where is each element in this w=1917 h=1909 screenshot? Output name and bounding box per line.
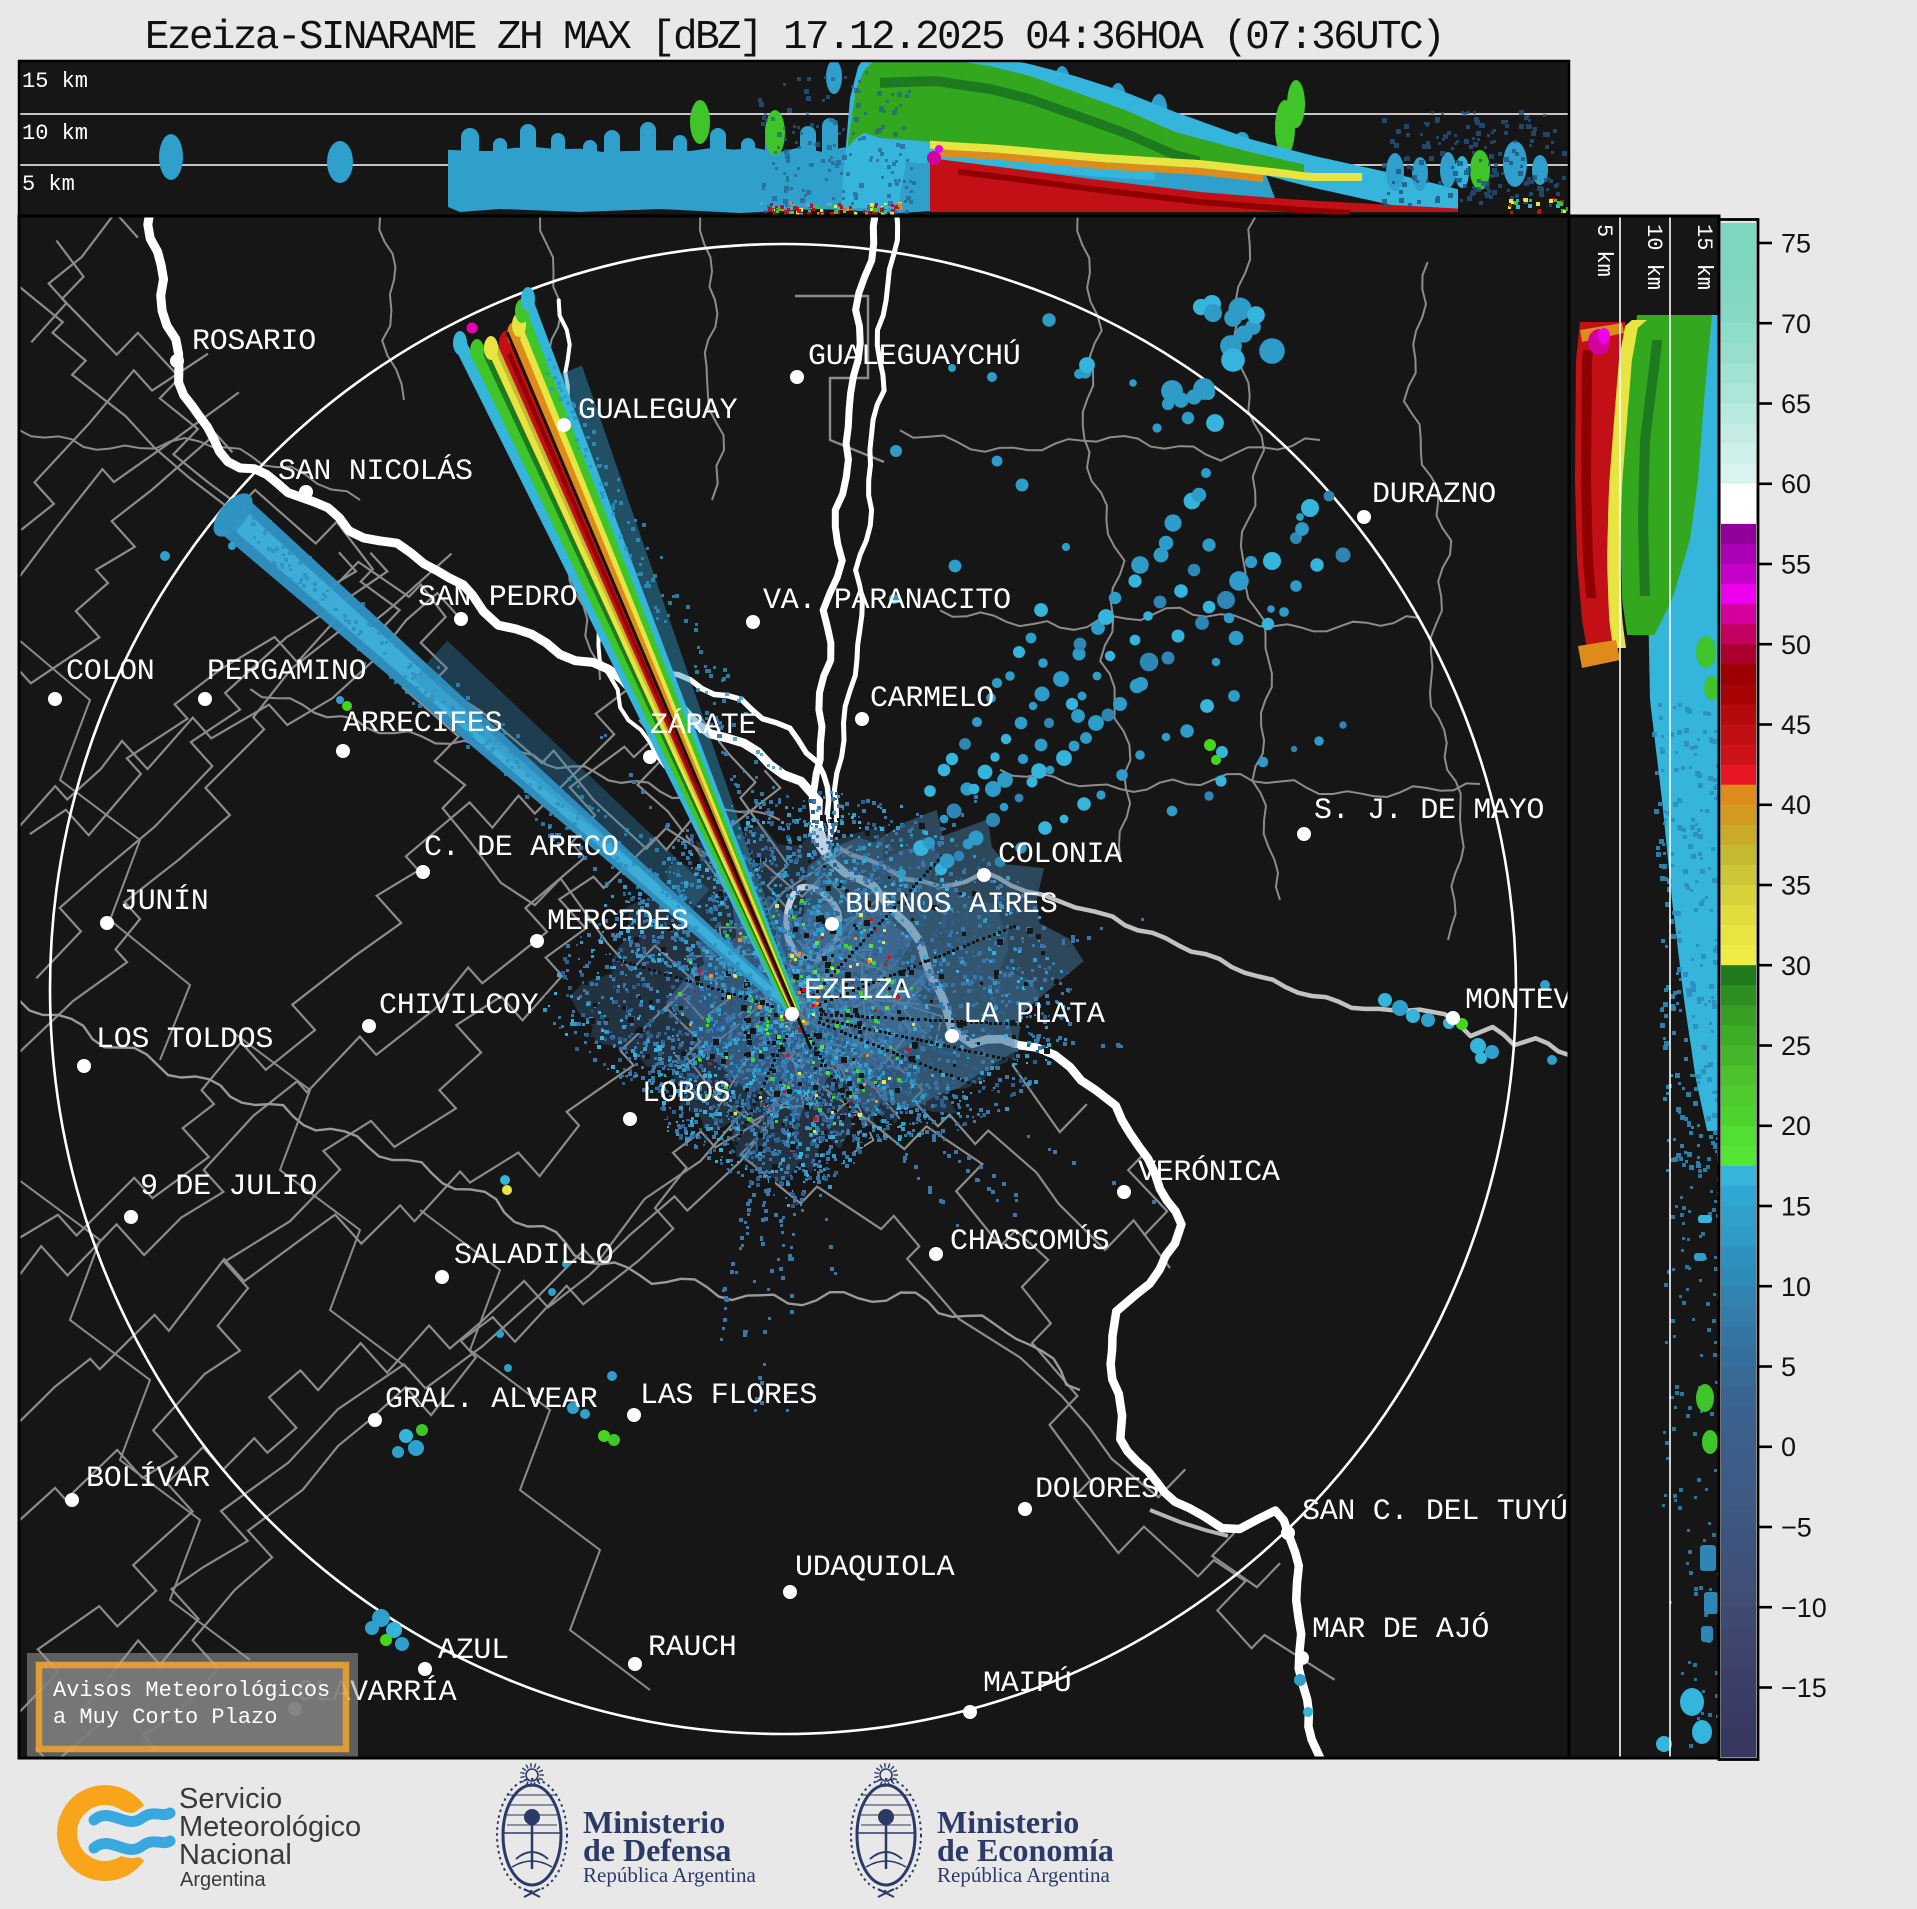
svg-text:5 km: 5 km bbox=[1591, 224, 1616, 277]
svg-text:MAR DE AJÓ: MAR DE AJÓ bbox=[1312, 1612, 1489, 1647]
svg-text:5: 5 bbox=[1781, 1352, 1796, 1382]
svg-text:Avisos Meteorológicos: Avisos Meteorológicos bbox=[53, 1678, 330, 1703]
svg-text:Meteorológico: Meteorológico bbox=[179, 1811, 361, 1843]
svg-text:S. J. DE MAYO: S. J. DE MAYO bbox=[1314, 794, 1544, 828]
svg-text:Ministerio: Ministerio bbox=[583, 1804, 725, 1840]
svg-text:−15: −15 bbox=[1781, 1673, 1827, 1703]
svg-text:Argentina: Argentina bbox=[180, 1869, 266, 1891]
svg-text:20: 20 bbox=[1781, 1111, 1811, 1141]
svg-text:5 km: 5 km bbox=[22, 172, 75, 197]
svg-text:República Argentina: República Argentina bbox=[583, 1863, 756, 1887]
svg-text:SAN PEDRO: SAN PEDRO bbox=[418, 581, 577, 615]
svg-text:30: 30 bbox=[1781, 951, 1811, 981]
svg-text:CHASCOMÚS: CHASCOMÚS bbox=[950, 1224, 1109, 1259]
svg-text:ARRECIFES: ARRECIFES bbox=[343, 707, 502, 741]
svg-text:ROSARIO: ROSARIO bbox=[192, 325, 316, 359]
svg-text:de Economía: de Economía bbox=[937, 1832, 1114, 1868]
svg-text:JUNÍN: JUNÍN bbox=[120, 884, 209, 919]
svg-text:UDAQUIOLA: UDAQUIOLA bbox=[795, 1551, 955, 1585]
svg-text:Ministerio: Ministerio bbox=[937, 1804, 1079, 1840]
svg-text:15 km: 15 km bbox=[22, 69, 88, 94]
svg-text:SAN NICOLÁS: SAN NICOLÁS bbox=[278, 454, 473, 489]
svg-text:CARMELO: CARMELO bbox=[870, 682, 994, 716]
svg-text:DURAZNO: DURAZNO bbox=[1372, 478, 1496, 512]
svg-text:C. DE ARECO: C. DE ARECO bbox=[424, 831, 619, 865]
svg-text:45: 45 bbox=[1781, 710, 1811, 740]
svg-text:GRAL. ALVEAR: GRAL. ALVEAR bbox=[385, 1383, 598, 1417]
svg-text:35: 35 bbox=[1781, 871, 1811, 901]
svg-text:COLON: COLON bbox=[66, 655, 155, 689]
svg-text:9 DE JULIO: 9 DE JULIO bbox=[140, 1170, 317, 1204]
svg-text:10 km: 10 km bbox=[1641, 224, 1666, 290]
svg-text:−10: −10 bbox=[1781, 1593, 1827, 1623]
svg-text:República Argentina: República Argentina bbox=[937, 1863, 1110, 1887]
svg-text:40: 40 bbox=[1781, 790, 1811, 820]
svg-text:VERÓNICA: VERÓNICA bbox=[1138, 1155, 1280, 1190]
svg-text:50: 50 bbox=[1781, 630, 1811, 660]
svg-text:70: 70 bbox=[1781, 309, 1811, 339]
svg-text:Ezeiza-SINARAME ZH MAX [dBZ] 1: Ezeiza-SINARAME ZH MAX [dBZ] 17.12.2025 … bbox=[145, 15, 1443, 61]
svg-text:75: 75 bbox=[1781, 229, 1811, 259]
svg-text:15: 15 bbox=[1781, 1192, 1811, 1222]
svg-text:CHIVILCOY: CHIVILCOY bbox=[379, 989, 539, 1023]
svg-text:LOS TOLDOS: LOS TOLDOS bbox=[96, 1023, 273, 1057]
svg-text:SAN C. DEL TUYÚ: SAN C. DEL TUYÚ bbox=[1302, 1494, 1568, 1529]
svg-text:BOLÍVAR: BOLÍVAR bbox=[86, 1461, 210, 1496]
svg-text:60: 60 bbox=[1781, 469, 1811, 499]
svg-text:−5: −5 bbox=[1781, 1513, 1812, 1543]
svg-text:MERCEDES: MERCEDES bbox=[547, 905, 689, 939]
svg-text:BUENOS AIRES: BUENOS AIRES bbox=[845, 888, 1057, 922]
svg-text:SALADILLO: SALADILLO bbox=[454, 1239, 613, 1273]
svg-text:de Defensa: de Defensa bbox=[583, 1832, 731, 1868]
svg-text:MONTEVIDEO: MONTEVIDEO bbox=[1465, 984, 1642, 1018]
svg-text:VA. PARANACITO: VA. PARANACITO bbox=[763, 584, 1011, 618]
svg-text:15 km: 15 km bbox=[1691, 224, 1716, 290]
svg-text:EZEIZA: EZEIZA bbox=[804, 974, 911, 1008]
svg-text:DOLORES: DOLORES bbox=[1035, 1473, 1159, 1507]
svg-text:COLONIA: COLONIA bbox=[998, 838, 1122, 872]
svg-text:10 km: 10 km bbox=[22, 121, 88, 146]
svg-text:LA PLATA: LA PLATA bbox=[963, 998, 1105, 1032]
svg-text:LOBOS: LOBOS bbox=[642, 1077, 731, 1111]
svg-text:0: 0 bbox=[1781, 1432, 1796, 1462]
svg-text:LAS FLORES: LAS FLORES bbox=[640, 1379, 817, 1413]
svg-text:ZÁRATE: ZÁRATE bbox=[650, 708, 756, 743]
svg-text:PERGAMINO: PERGAMINO bbox=[207, 655, 366, 689]
svg-text:Servicio: Servicio bbox=[179, 1783, 282, 1815]
svg-text:10: 10 bbox=[1781, 1272, 1811, 1302]
svg-text:RAUCH: RAUCH bbox=[648, 1631, 737, 1665]
svg-text:65: 65 bbox=[1781, 389, 1811, 419]
svg-text:GUALEGUAYCHÚ: GUALEGUAYCHÚ bbox=[808, 339, 1020, 374]
svg-text:GUALEGUAY: GUALEGUAY bbox=[578, 394, 738, 428]
svg-text:Nacional: Nacional bbox=[179, 1839, 292, 1871]
svg-text:AZUL: AZUL bbox=[438, 1634, 509, 1668]
svg-text:55: 55 bbox=[1781, 550, 1811, 580]
svg-text:MAIPÚ: MAIPÚ bbox=[983, 1666, 1072, 1701]
svg-text:25: 25 bbox=[1781, 1031, 1811, 1061]
svg-text:a Muy Corto Plazo: a Muy Corto Plazo bbox=[53, 1705, 277, 1730]
